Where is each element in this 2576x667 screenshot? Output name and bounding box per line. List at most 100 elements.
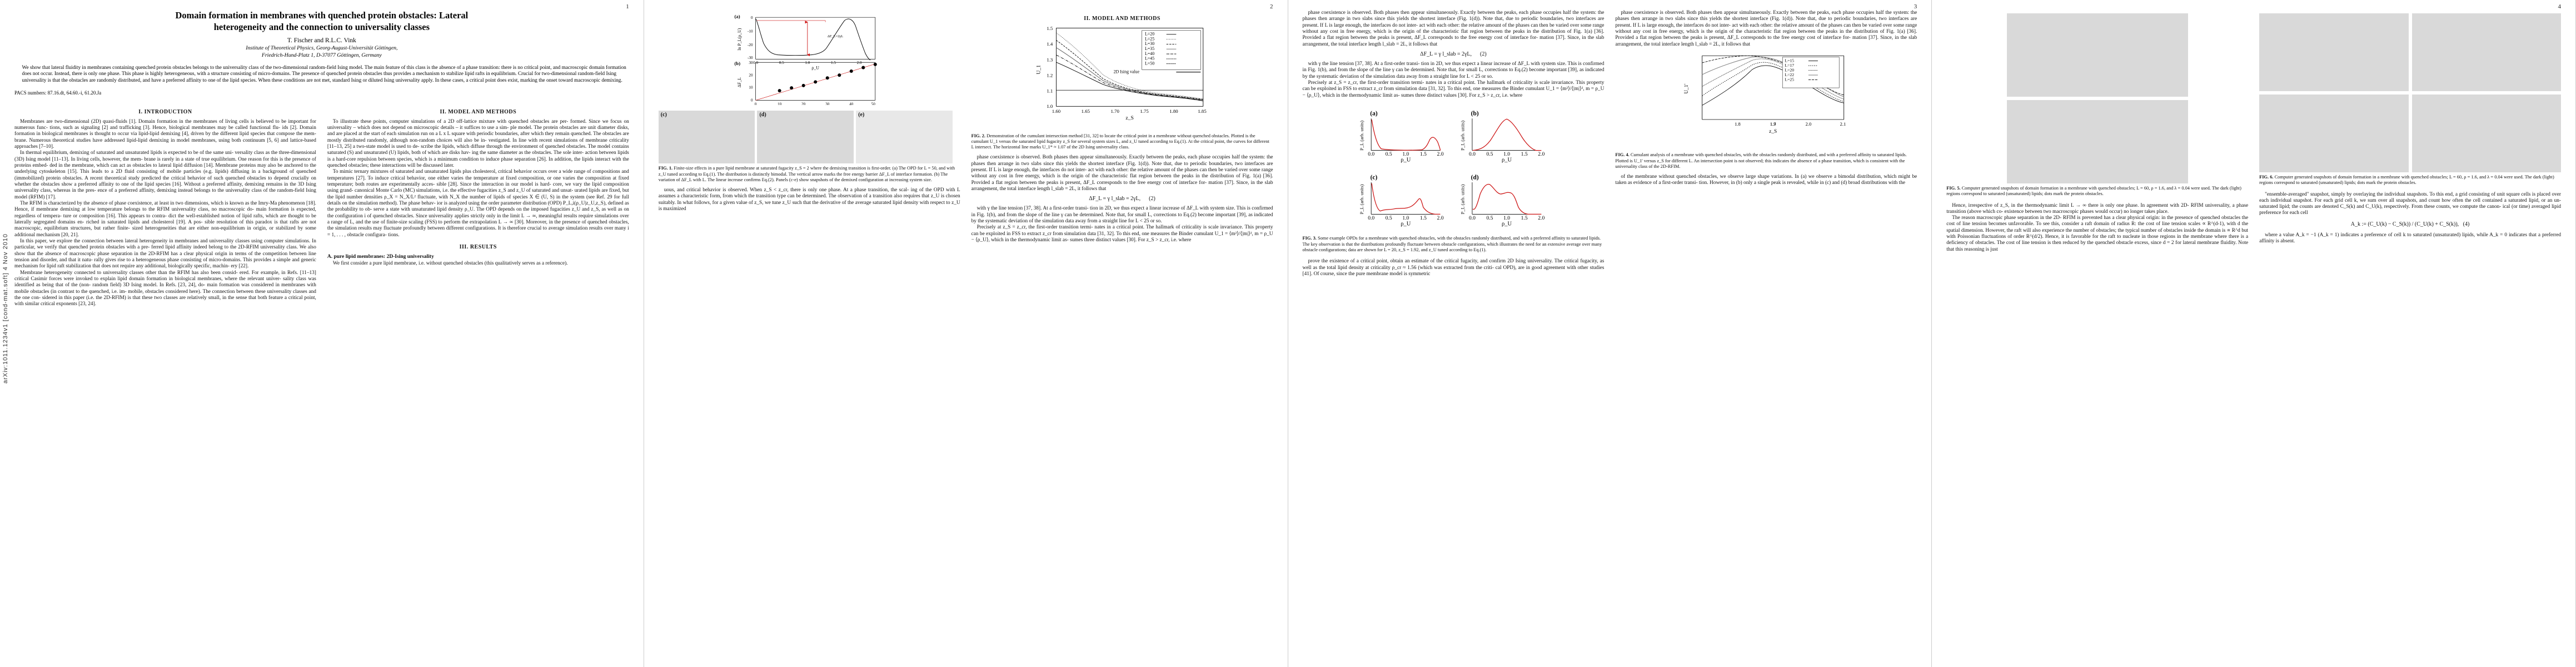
svg-text:0.0: 0.0 (1368, 151, 1374, 157)
results-para-1: We first consider a pure lipid membrane,… (327, 261, 629, 267)
svg-text:2.0: 2.0 (1437, 151, 1443, 157)
svg-text:1.0: 1.0 (805, 61, 810, 65)
intro-para-4: In this paper, we explore the connection… (14, 238, 316, 270)
figure-5-block: FIG. 5. Computer generated snapshots of … (1946, 13, 2248, 197)
fig5-top (2007, 13, 2188, 97)
page-number-1: 1 (626, 3, 629, 10)
fig1b-point (850, 69, 853, 73)
svg-text:1.8: 1.8 (1735, 121, 1741, 127)
fig6-panel-1 (2259, 13, 2408, 91)
intro-para-3: The RFIM is characterized by the absence… (14, 201, 316, 238)
figure-2-block: 1.5 1.4 1.3 1.2 1.1 1.0 U_1 1.60 1.65 1.… (971, 26, 1273, 150)
fig6-panel-2 (2412, 13, 2561, 91)
intro-para-2: In thermal equilibrium, demixing of satu… (14, 150, 316, 201)
svg-text:ln P_L(ρ_U): ln P_L(ρ_U) (737, 28, 742, 50)
svg-text:ρ_U: ρ_U (1401, 221, 1411, 227)
page-3: phase coexistence is observed. Both phas… (1288, 0, 1932, 667)
page4-col2: FIG. 6. Computer generated snapshots of … (2259, 10, 2561, 657)
svg-text:1.9: 1.9 (1770, 121, 1776, 127)
svg-text:0.0: 0.0 (1468, 151, 1475, 157)
svg-text:0.5: 0.5 (1486, 151, 1493, 157)
intro-para-1: Membranes are two-dimensional (2D) quasi… (14, 119, 316, 151)
affiliation-line-2: Friedrich-Hund-Platz 1, D-37077 Göttinge… (14, 52, 629, 59)
svg-text:30: 30 (749, 61, 753, 65)
svg-text:1.4: 1.4 (1047, 41, 1053, 47)
model-para-2: To mimic ternary mixtures of saturated a… (327, 169, 629, 238)
fig4-caption: FIG. 4. Cumulant analysis of a membrane … (1615, 152, 1917, 170)
arxiv-vertical-tag: arXiv:1011.1234v1 [cond-mat.soft] 4 Nov … (2, 233, 9, 384)
svg-text:1.5: 1.5 (1521, 151, 1527, 157)
svg-text:U_1: U_1 (1035, 65, 1042, 74)
fig3-panel-c: (c) P_L (arb. units) 0.0 0.5 1.0 1.5 2.0… (1358, 174, 1443, 227)
svg-text:2.1: 2.1 (1840, 121, 1846, 127)
svg-text:(d): (d) (1471, 174, 1478, 181)
svg-text:1.5: 1.5 (831, 61, 836, 65)
svg-text:2D Ising value: 2D Ising value (1113, 69, 1139, 74)
svg-text:2.0: 2.0 (1806, 121, 1812, 127)
svg-text:z_S: z_S (1770, 129, 1777, 135)
figure-3-block: (a) P_L (arb. units) 0.0 0.5 1.0 1.5 2.0… (1303, 109, 1605, 253)
svg-text:L=22: L=22 (1785, 72, 1795, 77)
page3-col1: phase coexistence is observed. Both phas… (1303, 10, 1605, 657)
svg-text:1.65: 1.65 (1081, 108, 1090, 114)
svg-text:ρ_U: ρ_U (1401, 157, 1411, 163)
svg-text:L=15: L=15 (1785, 58, 1795, 63)
page4-col1-para: Hence, irrespective of z_S, in the therm… (1946, 203, 2248, 216)
svg-text:1.5: 1.5 (1047, 26, 1053, 31)
svg-text:2.0: 2.0 (1538, 215, 1544, 221)
fig3-panel-b: (b) P_L (arb. units) 0.0 0.5 1.0 1.5 2.0… (1459, 111, 1544, 163)
abstract-block: We show that lateral fluidity in membran… (14, 65, 629, 84)
svg-text:10: 10 (749, 86, 753, 90)
svg-text:ρ_U: ρ_U (1502, 157, 1512, 163)
page4-col1: FIG. 5. Computer generated snapshots of … (1946, 10, 2248, 657)
fig6-grid (2259, 13, 2561, 172)
model-para-1: To illustrate these points, computer sim… (327, 119, 629, 170)
page3-col1-para3: Precisely at z_S = z_cr, the first-order… (1303, 80, 1605, 99)
svg-text:0.5: 0.5 (1385, 215, 1392, 221)
svg-text:0.5: 0.5 (779, 61, 784, 65)
page-2: (a) 0 -10 -20 -30 ln P_L(ρ_U) (644, 0, 1288, 667)
svg-text:z_S: z_S (1125, 115, 1134, 121)
svg-text:L=25: L=25 (1145, 37, 1154, 42)
svg-text:0: 0 (751, 98, 753, 103)
fig1-annotation: ΔF_L=2γL (827, 34, 843, 38)
fig1b-point (861, 66, 865, 69)
authors-line: T. Fischer and R.L.C. Vink (14, 37, 629, 44)
figure-4-block: 1.7 U_1' 1.8 1.9 2.0 2.1 z_S (1615, 53, 1917, 170)
fig3-panel-d: (d) P_L (arb. units) 0.0 0.5 1.0 1.5 2.0… (1459, 174, 1544, 227)
svg-text:-30: -30 (748, 56, 753, 60)
svg-text:1.1: 1.1 (1047, 88, 1053, 94)
page2-col2-para: phase coexistence is observed. Both phas… (971, 155, 1273, 192)
fig1-panel-a-tag: (a) (734, 14, 740, 19)
svg-text:2.0: 2.0 (856, 61, 861, 65)
page3-col1-para4: prove the existence of a critical point,… (1303, 258, 1605, 277)
page4-columns: FIG. 5. Computer generated snapshots of … (1946, 10, 2561, 657)
svg-text:0: 0 (751, 16, 753, 20)
svg-text:P_L (arb. units): P_L (arb. units) (1459, 185, 1465, 215)
svg-text:1.0: 1.0 (1503, 151, 1510, 157)
page4-col1-para2: The reason macroscopic phase separation … (1946, 215, 2248, 253)
page2-col2-para3: Precisely at z_S = z_cr, the first-order… (971, 225, 1273, 243)
svg-text:1.70: 1.70 (1110, 108, 1119, 114)
fig1b-point (838, 73, 841, 77)
fig5-bottom (2007, 100, 2188, 183)
fig1b-point (874, 63, 877, 66)
fig6-panel-3 (2259, 94, 2408, 172)
section-intro-title: I. INTRODUCTION (14, 109, 316, 116)
svg-text:40: 40 (849, 102, 854, 105)
svg-text:0.5: 0.5 (1486, 215, 1493, 221)
intro-para-5: Membrane heterogeneity connected to univ… (14, 270, 316, 308)
svg-text:L=35: L=35 (1145, 46, 1154, 51)
figure-6-block: FIG. 6. Computer generated snapshots of … (2259, 13, 2561, 186)
svg-text:ρ_U: ρ_U (811, 65, 819, 70)
svg-text:L=40: L=40 (1145, 51, 1154, 56)
fig1-panel-c: (c) (659, 111, 755, 163)
svg-text:L=45: L=45 (1145, 56, 1154, 61)
svg-text:1.80: 1.80 (1169, 108, 1178, 114)
svg-text:U_1': U_1' (1685, 84, 1690, 94)
fig1b-point (778, 89, 781, 92)
page-number-2: 2 (1270, 3, 1273, 10)
section-model-title: II. MODEL AND METHODS (327, 109, 629, 116)
fig6-caption: FIG. 6. Computer generated snapshots of … (2259, 175, 2561, 186)
page1-col2: II. MODEL AND METHODS To illustrate thes… (327, 103, 629, 667)
